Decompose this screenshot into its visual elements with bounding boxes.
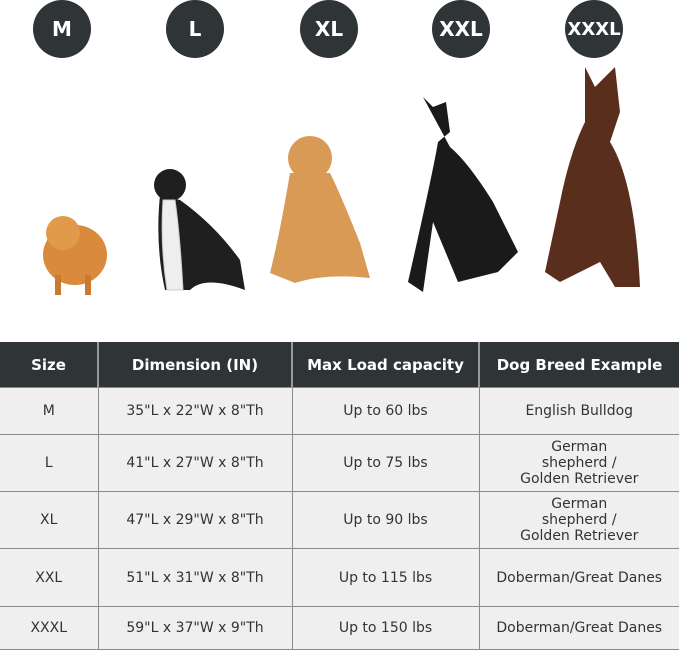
cell-breed: German shepherd / Golden Retriever bbox=[479, 434, 679, 492]
cell-dimension: 35"L x 22"W x 8"Th bbox=[98, 387, 293, 435]
size-badge-xl: XL bbox=[300, 0, 358, 58]
pomeranian-image bbox=[43, 216, 107, 295]
size-chart-table: Size Dimension (IN) Max Load capacity Do… bbox=[0, 342, 679, 650]
table-row: XL 47"L x 29"W x 8"Th Up to 90 lbs German s… bbox=[0, 491, 679, 549]
cell-load: Up to 90 lbs bbox=[292, 491, 480, 549]
cell-size: XXL bbox=[0, 548, 99, 607]
cell-dimension: 47"L x 29"W x 8"Th bbox=[98, 491, 293, 549]
cell-breed: English Bulldog bbox=[479, 387, 679, 435]
cell-size: M bbox=[0, 387, 99, 435]
table-row: L 41"L x 27"W x 8"Th Up to 75 lbs German sh… bbox=[0, 434, 679, 492]
border-collie-image bbox=[154, 169, 245, 291]
table-row: XXL 51"L x 31"W x 8"Th Up to 115 lbs Doberm… bbox=[0, 548, 679, 607]
cell-size: L bbox=[0, 434, 99, 492]
cell-size: XL bbox=[0, 491, 99, 549]
header-breed: Dog Breed Example bbox=[479, 342, 679, 388]
size-badge-xxxl: XXXL bbox=[565, 0, 623, 58]
table-row: XXXL 59"L x 37"W x 9"Th Up to 150 lbs Dober… bbox=[0, 606, 679, 650]
cell-load: Up to 60 lbs bbox=[292, 387, 480, 435]
cell-breed: German shepherd / Golden Retriever bbox=[479, 491, 679, 549]
header-max-load: Max Load capacity bbox=[292, 342, 480, 388]
size-badge-xxl: XXL bbox=[432, 0, 490, 58]
table-row: M 35"L x 22"W x 8"Th Up to 60 lbs English B… bbox=[0, 387, 679, 435]
size-badge-l: L bbox=[166, 0, 224, 58]
doberman-image bbox=[545, 67, 640, 287]
cell-load: Up to 150 lbs bbox=[292, 606, 480, 650]
cell-dimension: 41"L x 27"W x 8"Th bbox=[98, 434, 293, 492]
cell-breed: Doberman/Great Danes bbox=[479, 606, 679, 650]
great-dane-image bbox=[408, 97, 518, 292]
cell-size: XXXL bbox=[0, 606, 99, 650]
cell-breed: Doberman/Great Danes bbox=[479, 548, 679, 607]
cell-dimension: 51"L x 31"W x 8"Th bbox=[98, 548, 293, 607]
header-dimension: Dimension (IN) bbox=[98, 342, 293, 388]
golden-retriever-image bbox=[270, 136, 370, 283]
size-badge-m: M bbox=[33, 0, 91, 58]
cell-load: Up to 75 lbs bbox=[292, 434, 480, 492]
header-size: Size bbox=[0, 342, 99, 388]
cell-load: Up to 115 lbs bbox=[292, 548, 480, 607]
cell-dimension: 59"L x 37"W x 9"Th bbox=[98, 606, 293, 650]
